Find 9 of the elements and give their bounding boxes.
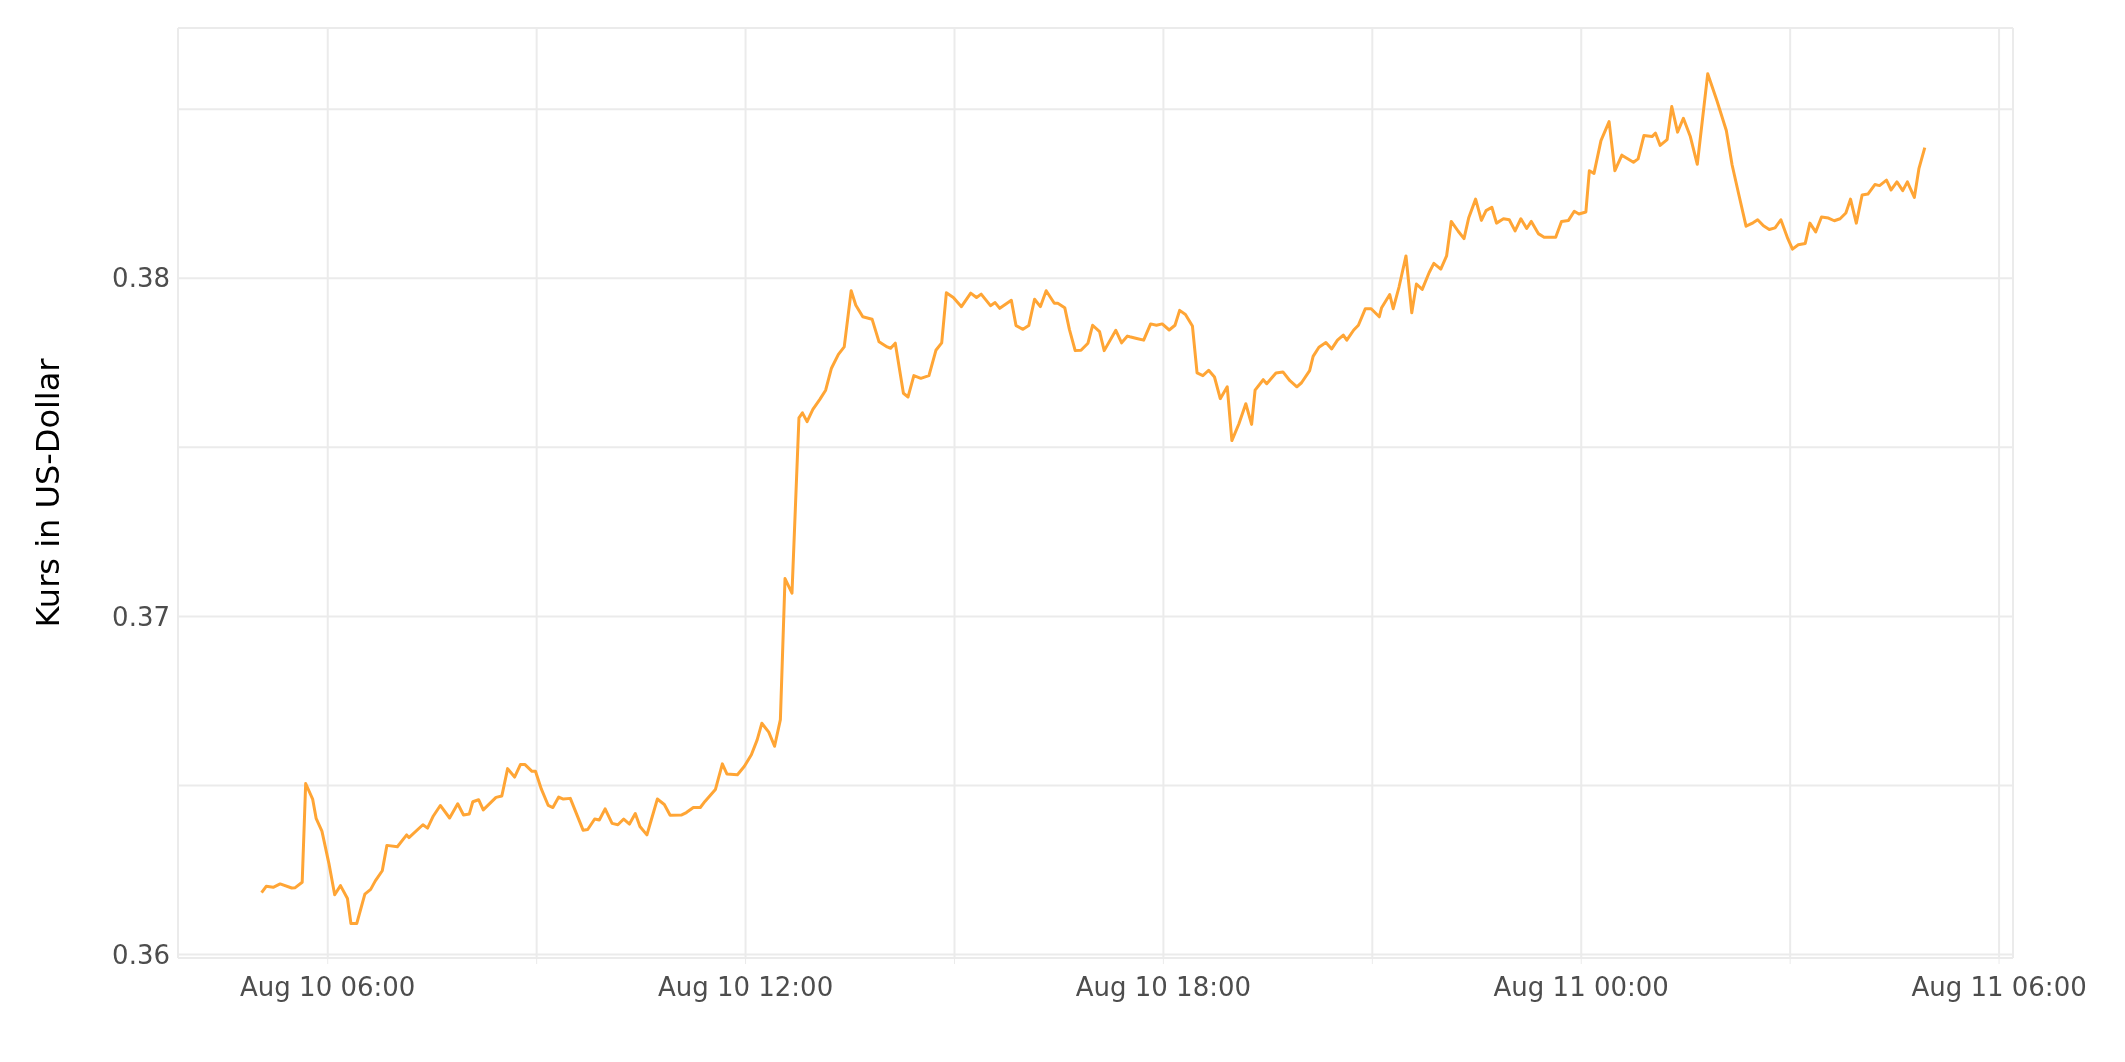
x-tick-label: Aug 11 00:00	[1493, 972, 1669, 1003]
y-axis-title: Kurs in US-Dollar	[29, 357, 68, 628]
x-tick-label: Aug 10 18:00	[1075, 972, 1252, 1003]
y-tick-label: 0.36	[112, 939, 170, 970]
y-tick-label: 0.38	[112, 263, 170, 294]
x-tick-label: Aug 10 12:00	[657, 972, 834, 1003]
x-tick-label: Aug 11 06:00	[1911, 972, 2087, 1003]
x-tick-label: Aug 10 06:00	[240, 972, 416, 1003]
y-tick-label: 0.37	[112, 601, 170, 632]
